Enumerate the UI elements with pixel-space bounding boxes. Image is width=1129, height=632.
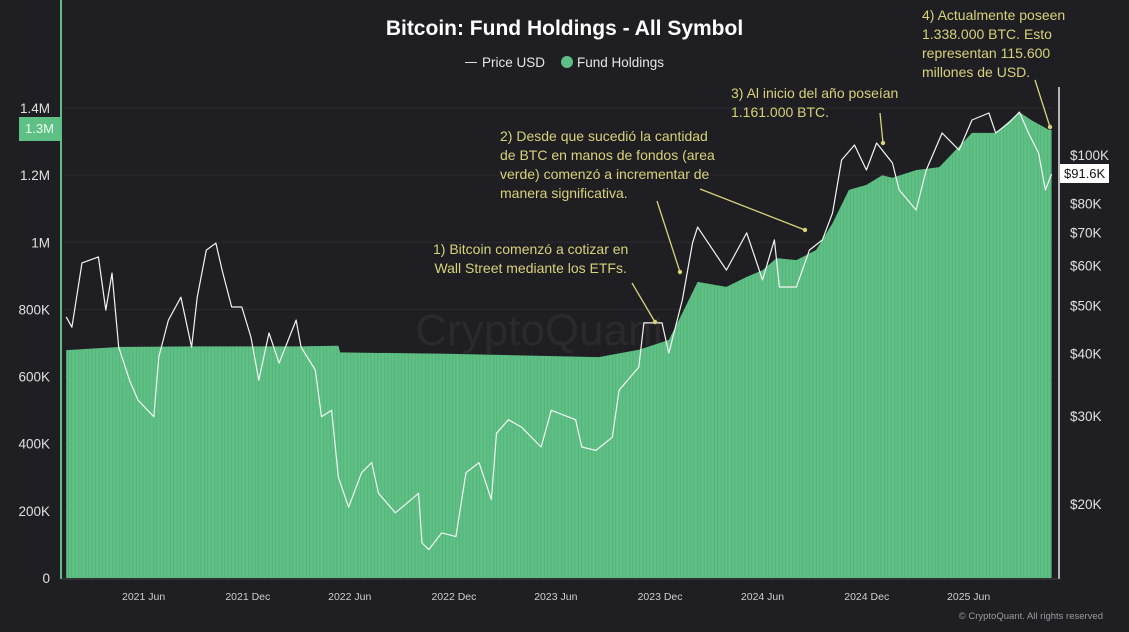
annotation-line: millones de USD. [922,64,1031,80]
right-axis-tick-label: $80K [1070,196,1102,211]
annotation-line: verde) comenzó a incrementar de [500,166,710,182]
legend-holdings-label[interactable]: Fund Holdings [576,54,665,70]
annotation-arrows [631,79,1053,325]
annotation-arrow-head [802,227,808,233]
right-axis-tick-label: $100K [1070,148,1109,163]
left-axis-tick-label: 1.4M [20,101,50,116]
annotation-4: 4) Actualmente poseen 1.338.000 BTC. Est… [922,6,1065,82]
price-usd-line [65,111,1053,551]
annotation-line: 2) Desde que sucedió la cantidad [500,128,708,144]
annotation-arrow-line [631,282,656,323]
x-axis-tick-label: 2023 Jun [534,591,577,603]
axes: 0 200K 400K 600K 800K 1M 1.2M 1.4M $20K $30K $40K $… [18,0,1109,603]
right-axis-tick-label: $70K [1070,225,1102,240]
legend: Price USD Fund Holdings [0,54,1129,70]
x-axis-tick-label: 2021 Dec [225,591,270,603]
price-line-group [65,111,1053,551]
left-axis-tick-label: 1M [31,235,50,250]
annotation-arrow-line [699,188,806,231]
legend-holdings-swatch [560,56,573,69]
right-axis-tick-label: $40K [1070,347,1102,362]
x-axis-tick-label: 2023 Dec [638,591,683,603]
annotation-line: manera significativa. [500,185,628,201]
annotation-arrow-line [879,112,884,144]
x-axis-tick-label: 2021 Jun [122,591,165,603]
left-axis-tick-label: 1.2M [20,168,50,183]
annotation-2: 2) Desde que sucedió la cantidad de BTC … [500,127,715,203]
annotation-line: 1.161.000 BTC. [731,104,830,120]
left-axis-tick-label: 800K [18,302,50,317]
legend-price-label[interactable]: Price USD [481,54,545,70]
right-axis-tick-label: $20K [1070,497,1102,512]
right-axis-tick-label: $60K [1070,259,1102,274]
right-axis-tick-label: $30K [1070,409,1102,424]
x-axis-tick-label: 2024 Jun [741,591,784,603]
annotation-line: 4) Actualmente poseen [922,7,1066,23]
annotation-line: 3) Al inicio del año poseían [731,85,899,101]
annotation-3: 3) Al inicio del año poseían 1.161.000 B… [731,84,898,122]
holdings-area-group [66,112,1052,578]
right-axis-tick-label: $50K [1070,298,1102,313]
left-axis-tick-label: 600K [18,370,50,385]
annotation-line: de BTC en manos de fondos (area [500,147,715,163]
x-axis-tick-label: 2024 Dec [844,591,889,603]
x-axis-tick-label: 2022 Dec [431,591,476,603]
copyright: © CryptoQuant. All rights reserved [958,611,1103,622]
left-axis-tick-label: 400K [18,437,50,452]
annotation-arrow-head [652,319,658,325]
annotation-arrow-head [1047,124,1053,130]
fund-holdings-area [66,112,1052,578]
annotation-arrow-head [880,140,886,146]
left-axis-tick-label: 0 [42,571,50,586]
annotation-arrow-head [677,269,683,275]
annotation-line: 1.338.000 BTC. Esto [922,26,1052,42]
current-holdings-label: 1.3M [19,117,60,141]
x-axis-tick-label: 2022 Jun [328,591,371,603]
annotation-line: representan 115.600 [922,45,1051,61]
current-price-label: $91.6K [1060,164,1110,183]
x-axis-tick-label: 2025 Jun [947,591,990,603]
left-axis-tick-label: 200K [18,504,50,519]
annotation-arrow-line [656,200,681,273]
watermark: CryptoQuant [415,306,664,355]
annotation-arrow-line [1034,79,1051,128]
annotation-1: 1) Bitcoin comenzó a cotizar en Wall Str… [433,240,628,278]
chart-title: Bitcoin: Fund Holdings - All Symbol [385,17,744,40]
annotation-line: 1) Bitcoin comenzó a cotizar en [433,241,629,257]
legend-price-swatch [464,61,477,64]
annotation-line: Wall Street mediante los ETFs. [434,260,627,276]
